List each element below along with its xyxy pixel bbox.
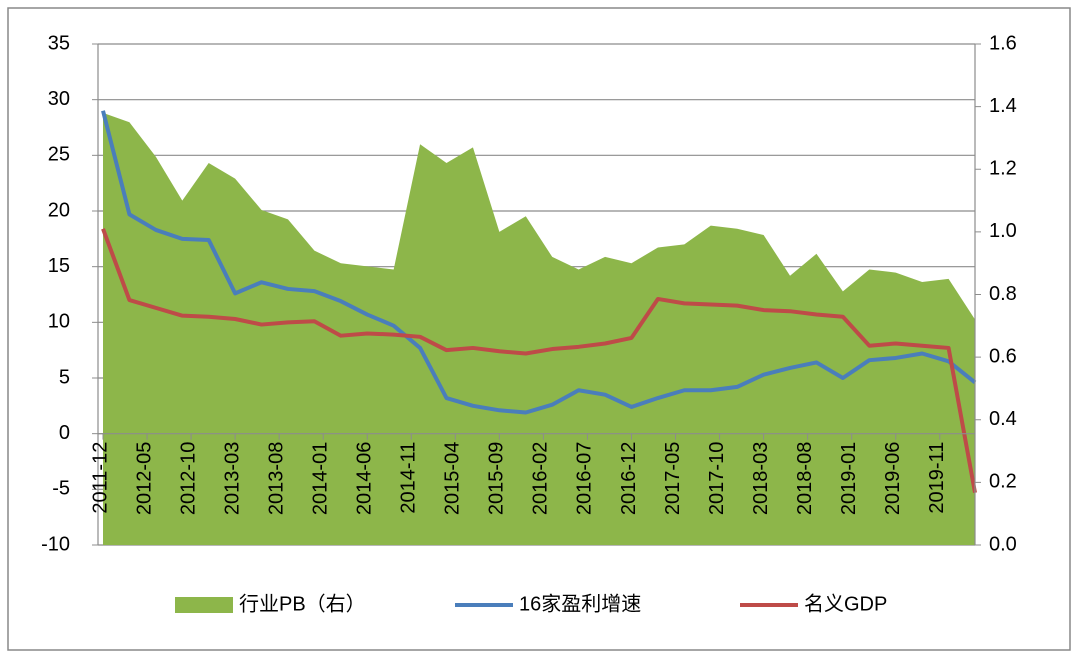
y2-tick-label: 1.0 — [989, 220, 1017, 242]
y2-tick-label: 0.8 — [989, 283, 1017, 305]
x-tick-label: 2012-05 — [133, 442, 155, 515]
x-tick-label: 2013-08 — [265, 442, 287, 515]
y-tick-label: 0 — [59, 422, 70, 444]
legend-label: 名义GDP — [804, 592, 887, 615]
y2-tick-label: 0.4 — [989, 408, 1017, 430]
y-tick-label: 20 — [48, 199, 70, 221]
x-tick-label: 2014-06 — [354, 442, 376, 515]
y-tick-label: 30 — [48, 88, 70, 110]
x-tick-label: 2017-05 — [662, 442, 684, 515]
y2-tick-label: 0.6 — [989, 345, 1017, 367]
y2-tick-label: 0.0 — [989, 533, 1017, 555]
line — [101, 110, 977, 415]
x-tick-label: 2014-01 — [309, 442, 331, 515]
x-tick-label: 2016-12 — [618, 442, 640, 515]
y-tick-label: 15 — [48, 255, 70, 277]
x-tick-label: 2019-06 — [882, 442, 904, 515]
legend-swatch — [175, 597, 233, 613]
x-tick-label: 2015-04 — [442, 442, 464, 515]
area — [103, 112, 975, 545]
y-tick-label: 25 — [48, 144, 70, 166]
legend-label: 16家盈利增速 — [519, 592, 641, 615]
line — [101, 228, 977, 494]
y-tick-label: 10 — [48, 311, 70, 333]
x-tick-label: 2015-09 — [486, 442, 508, 515]
x-tick-label: 2014-11 — [398, 442, 420, 514]
x-tick-label: 2016-07 — [574, 442, 596, 515]
legend-label: 行业PB（右） — [239, 592, 366, 615]
x-tick-label: 2019-11 — [926, 442, 948, 514]
y-tick-label: 35 — [48, 32, 70, 54]
x-tick-label: 2012-10 — [177, 442, 199, 515]
x-tick-label: 2017-10 — [706, 442, 728, 515]
y-tick-label: -5 — [52, 478, 70, 500]
y2-tick-label: 0.2 — [989, 471, 1017, 493]
y2-tick-label: 1.2 — [989, 158, 1017, 180]
x-tick-label: 2011-12 — [89, 442, 111, 514]
x-tick-label: 2018-08 — [794, 442, 816, 515]
y2-tick-label: 1.6 — [989, 32, 1017, 54]
x-tick-label: 2016-02 — [530, 442, 552, 515]
y2-tick-label: 1.4 — [989, 95, 1017, 117]
x-tick-label: 2018-03 — [750, 442, 772, 515]
y-tick-label: 5 — [59, 366, 70, 388]
x-tick-label: 2019-01 — [838, 442, 860, 515]
x-tick-label: 2013-03 — [221, 442, 243, 515]
plot — [101, 110, 977, 545]
y-tick-label: -10 — [41, 533, 70, 555]
